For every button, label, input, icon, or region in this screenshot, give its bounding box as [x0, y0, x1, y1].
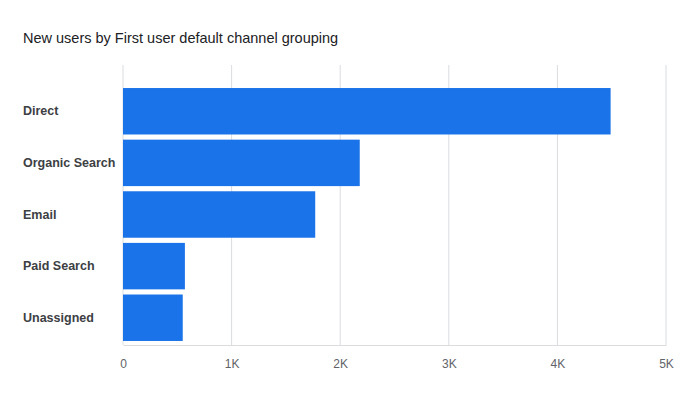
y-tick-label: Organic Search	[23, 156, 115, 170]
chart: New users by First user default channel …	[0, 0, 700, 400]
x-tick: 2K	[333, 345, 348, 371]
y-tick: Direct	[23, 104, 123, 118]
y-tick-label: Direct	[23, 104, 59, 118]
x-tick-label: 5K	[659, 357, 674, 371]
bar	[123, 191, 315, 237]
y-tick: Unassigned	[23, 311, 123, 325]
x-tick-label: 1K	[225, 357, 240, 371]
x-tick-label: 0	[120, 357, 127, 371]
x-tick: 3K	[442, 345, 457, 371]
bar	[123, 140, 360, 186]
grid-line	[666, 65, 667, 345]
y-tick-label: Paid Search	[23, 259, 95, 273]
x-tick: 0	[120, 345, 127, 371]
y-tick: Email	[23, 208, 123, 222]
x-tick: 5K	[659, 345, 674, 371]
x-tick-label: 2K	[333, 357, 348, 371]
plot: 0 1K 2K 3K 4K 5K Direct Organic Search Email Paid…	[23, 65, 674, 371]
x-tick-label: 4K	[551, 357, 566, 371]
x-axis: 0 1K 2K 3K 4K 5K	[120, 345, 674, 371]
bar	[123, 243, 185, 289]
bar	[123, 88, 611, 134]
y-tick: Organic Search	[23, 156, 123, 170]
x-tick: 1K	[225, 345, 240, 371]
bars	[123, 88, 611, 341]
y-tick: Paid Search	[23, 259, 123, 273]
y-tick-label: Email	[23, 208, 56, 222]
x-tick-label: 3K	[442, 357, 457, 371]
bar	[123, 295, 183, 341]
y-axis: Direct Organic Search Email Paid Search Unas…	[23, 104, 123, 324]
x-tick: 4K	[551, 345, 566, 371]
x-axis-line	[124, 345, 667, 346]
y-tick-label: Unassigned	[23, 311, 94, 325]
title: New users by First user default channel …	[23, 30, 338, 46]
grid	[123, 65, 666, 345]
